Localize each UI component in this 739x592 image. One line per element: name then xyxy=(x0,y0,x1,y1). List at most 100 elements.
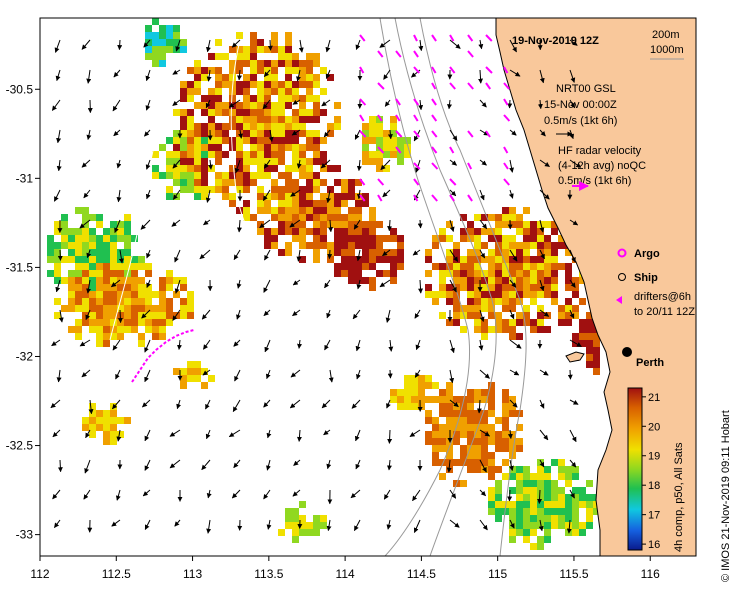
sst-pixel xyxy=(166,186,173,193)
sst-pixel xyxy=(285,53,292,60)
sst-pixel xyxy=(89,291,96,298)
sst-pixel xyxy=(103,235,110,242)
sst-pixel xyxy=(278,137,285,144)
sst-pixel xyxy=(495,235,502,242)
sst-pixel xyxy=(586,480,593,487)
sst-pixel xyxy=(362,277,369,284)
sst-pixel xyxy=(285,88,292,95)
sst-pixel xyxy=(530,508,537,515)
sst-pixel xyxy=(404,382,411,389)
sst-pixel xyxy=(495,494,502,501)
current-arrow xyxy=(145,99,151,111)
sst-pixel xyxy=(390,144,397,151)
sst-pixel xyxy=(173,165,180,172)
sst-pixel xyxy=(152,319,159,326)
current-arrow xyxy=(509,339,522,349)
sst-pixel xyxy=(180,95,187,102)
current-arrow xyxy=(509,309,515,320)
sst-pixel xyxy=(131,312,138,319)
sst-pixel xyxy=(481,452,488,459)
sst-pixel xyxy=(306,186,313,193)
sst-pixel xyxy=(502,298,509,305)
sst-pixel xyxy=(446,424,453,431)
sst-pixel xyxy=(264,207,271,214)
sst-pixel xyxy=(523,277,530,284)
sst-pixel xyxy=(194,165,201,172)
sst-pixel xyxy=(159,39,166,46)
current-arrow xyxy=(537,489,543,504)
sst-pixel xyxy=(82,242,89,249)
current-arrow xyxy=(143,39,151,48)
sst-pixel xyxy=(306,172,313,179)
sst-pixel xyxy=(124,284,131,291)
sst-pixel xyxy=(334,200,341,207)
current-arrow xyxy=(326,519,332,532)
sst-pixel xyxy=(131,277,138,284)
sst-pixel xyxy=(565,494,572,501)
sst-pixel xyxy=(131,298,138,305)
radar-arrow xyxy=(413,162,421,170)
sst-pixel xyxy=(89,228,96,235)
sst-pixel xyxy=(292,123,299,130)
sst-pixel xyxy=(579,501,586,508)
sst-pixel xyxy=(159,53,166,60)
current-arrow xyxy=(569,99,576,109)
current-arrow xyxy=(356,189,362,200)
sst-pixel xyxy=(285,179,292,186)
sst-pixel xyxy=(222,81,229,88)
current-arrow xyxy=(176,339,182,350)
sst-pixel xyxy=(299,151,306,158)
sst-pixel xyxy=(446,291,453,298)
sst-pixel xyxy=(201,382,208,389)
sst-pixel xyxy=(453,298,460,305)
current-arrow xyxy=(479,519,488,531)
sst-pixel xyxy=(453,249,460,256)
sst-pixel xyxy=(509,529,516,536)
sst-pixel xyxy=(579,522,586,529)
sst-pixel xyxy=(439,389,446,396)
sst-pixel xyxy=(124,319,131,326)
current-arrow xyxy=(320,159,331,169)
sst-pixel xyxy=(362,235,369,242)
current-arrow xyxy=(81,39,91,50)
sst-pixel xyxy=(61,214,68,221)
current-arrow xyxy=(296,249,302,262)
sst-pixel xyxy=(446,235,453,242)
sst-pixel xyxy=(166,270,173,277)
sst-pixel xyxy=(376,137,383,144)
current-arrow xyxy=(412,249,421,256)
sst-pixel xyxy=(481,319,488,326)
sst-pixel xyxy=(96,277,103,284)
sst-pixel xyxy=(397,256,404,263)
sst-pixel xyxy=(453,242,460,249)
sst-pixel xyxy=(313,137,320,144)
sst-pixel xyxy=(180,179,187,186)
sst-pixel xyxy=(222,109,229,116)
sst-pixel xyxy=(110,256,117,263)
sst-pixel xyxy=(110,305,117,312)
sst-pixel xyxy=(544,249,551,256)
sst-pixel xyxy=(313,74,320,81)
sst-pixel xyxy=(523,235,530,242)
sst-pixel xyxy=(173,32,180,39)
sst-pixel xyxy=(390,116,397,123)
sst-pixel xyxy=(348,270,355,277)
radar-arrow xyxy=(449,194,455,202)
sst-pixel xyxy=(565,298,572,305)
sst-pixel xyxy=(537,270,544,277)
current-arrow xyxy=(51,99,61,111)
sst-pixel xyxy=(299,109,306,116)
sst-pixel xyxy=(530,242,537,249)
sst-pixel xyxy=(439,403,446,410)
sst-pixel xyxy=(446,263,453,270)
sst-pixel xyxy=(285,81,292,88)
sst-pixel xyxy=(579,487,586,494)
sst-pixel xyxy=(334,249,341,256)
sst-pixel xyxy=(313,214,320,221)
sst-pixel xyxy=(523,480,530,487)
sst-pixel xyxy=(208,88,215,95)
sst-pixel xyxy=(341,256,348,263)
sst-pixel xyxy=(173,144,180,151)
sst-pixel xyxy=(579,326,586,333)
radar-arrow xyxy=(413,178,420,186)
